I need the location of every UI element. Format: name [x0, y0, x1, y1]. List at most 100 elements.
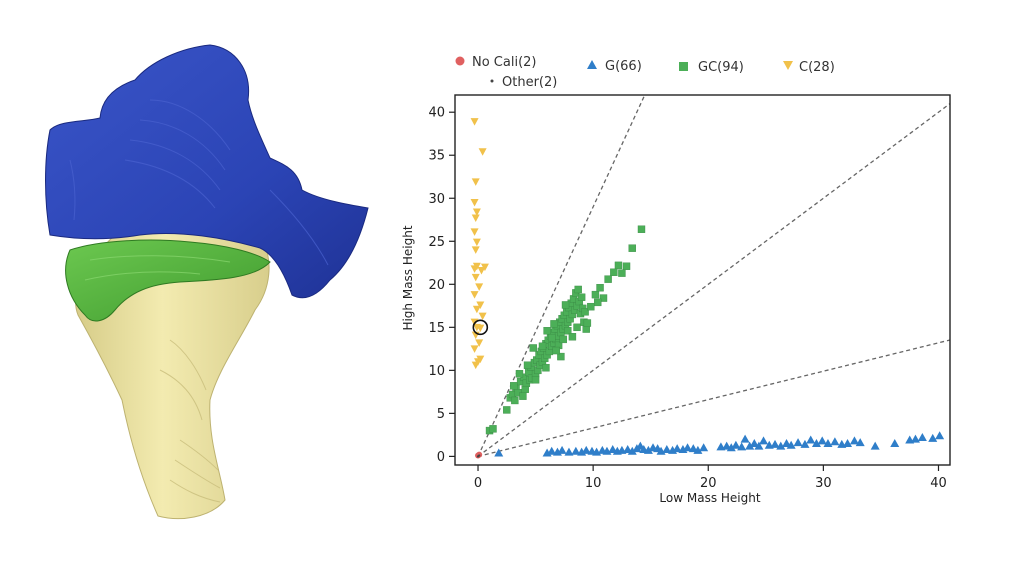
- x-tick-label: 30: [815, 476, 832, 491]
- data-point: [476, 355, 485, 364]
- series-1: [494, 431, 945, 457]
- y-tick-label: 40: [428, 106, 445, 121]
- reference-line-1: [477, 94, 646, 457]
- y-tick-label: 0: [437, 450, 445, 465]
- legend-item-no-cali: No Cali(2): [455, 55, 537, 70]
- data-point: [737, 442, 747, 451]
- data-point: [731, 440, 741, 449]
- data-point: [793, 438, 803, 447]
- data-point: [910, 434, 920, 443]
- data-point: [855, 438, 865, 447]
- data-point: [568, 333, 577, 341]
- legend-item-g: G(66): [587, 59, 642, 74]
- data-point: [622, 262, 631, 270]
- data-point: [470, 291, 479, 299]
- legend-item-gc: GC(94): [679, 60, 744, 75]
- data-point: [564, 447, 574, 456]
- legend-marker-g: [587, 60, 597, 69]
- data-point: [557, 352, 565, 361]
- data-point: [478, 312, 487, 321]
- data-point: [749, 438, 759, 447]
- data-point: [591, 290, 600, 299]
- legend-label-no-cali: No Cali(2): [472, 55, 537, 70]
- legend-marker-no-cali: [455, 56, 465, 66]
- blue-tissue-region: [45, 44, 369, 299]
- data-point: [573, 323, 581, 332]
- data-point: [470, 345, 479, 353]
- y-axis-label: High Mass Height: [401, 225, 415, 330]
- legend-label-g: G(66): [605, 59, 642, 74]
- data-point: [786, 440, 796, 449]
- data-point: [476, 324, 485, 333]
- data-point: [662, 445, 672, 454]
- data-point: [557, 445, 567, 454]
- x-tick-label: 20: [700, 476, 717, 491]
- data-point: [770, 439, 780, 448]
- reference-line-2: [477, 103, 951, 457]
- data-point: [594, 298, 602, 307]
- data-point: [471, 246, 480, 254]
- highlight-circle: [472, 319, 489, 336]
- data-point: [480, 263, 489, 272]
- data-point: [596, 284, 604, 292]
- x-tick-label: 0: [474, 476, 482, 491]
- data-point: [604, 275, 612, 283]
- data-point: [510, 382, 518, 390]
- data-point: [475, 339, 484, 347]
- data-point: [503, 406, 511, 414]
- data-point: [523, 361, 532, 369]
- anatomy-illustration: [45, 44, 369, 520]
- data-point: [472, 208, 481, 217]
- data-point: [627, 446, 637, 455]
- legend-marker-c: [783, 61, 793, 70]
- data-point: [726, 443, 736, 452]
- data-point: [543, 327, 551, 335]
- data-point: [519, 392, 527, 400]
- data-point: [471, 178, 480, 186]
- data-point: [531, 376, 540, 384]
- y-tick-label: 35: [428, 149, 445, 164]
- data-point: [538, 342, 547, 350]
- data-point: [683, 443, 693, 452]
- data-point: [476, 301, 485, 309]
- data-point: [935, 431, 945, 440]
- data-point: [699, 443, 709, 452]
- data-point: [577, 293, 586, 301]
- data-point: [559, 335, 567, 344]
- data-point: [581, 308, 589, 316]
- data-point: [610, 268, 618, 276]
- data-point: [472, 262, 481, 271]
- data-point: [477, 454, 481, 457]
- data-point: [823, 438, 833, 447]
- data-point: [552, 346, 561, 355]
- y-tick-label: 30: [428, 192, 445, 207]
- data-point: [917, 432, 927, 441]
- data-point: [471, 273, 480, 282]
- data-point: [928, 433, 938, 442]
- y-tick-label: 20: [428, 278, 445, 293]
- data-point: [478, 148, 487, 156]
- y-tick-label: 15: [428, 321, 445, 336]
- data-point: [470, 228, 479, 236]
- data-point: [587, 302, 595, 311]
- series-3: [470, 118, 489, 370]
- legend-label-c: C(28): [799, 60, 835, 75]
- data-point: [489, 425, 497, 433]
- legend-marker-other: [490, 79, 494, 83]
- y-tick-label: 10: [428, 364, 445, 379]
- data-point: [870, 441, 880, 450]
- chart-axes: 0 10 20 30 40 0 5 10 15 20 25 30 35 40: [428, 94, 951, 491]
- scatter-chart: No Cali(2) G(66) GC(94) C(28) Other(2) L…: [401, 55, 951, 505]
- data-point: [583, 319, 592, 327]
- data-point: [599, 294, 608, 302]
- data-point: [542, 364, 550, 372]
- legend-item-other: Other(2): [490, 75, 557, 90]
- y-tick-label: 25: [428, 235, 445, 250]
- legend-item-c: C(28): [783, 60, 835, 75]
- data-point: [849, 436, 859, 445]
- data-point: [776, 441, 786, 450]
- data-point: [890, 438, 900, 447]
- data-point: [800, 439, 810, 448]
- x-axis-label: Low Mass Height: [659, 491, 760, 505]
- data-point: [515, 370, 524, 378]
